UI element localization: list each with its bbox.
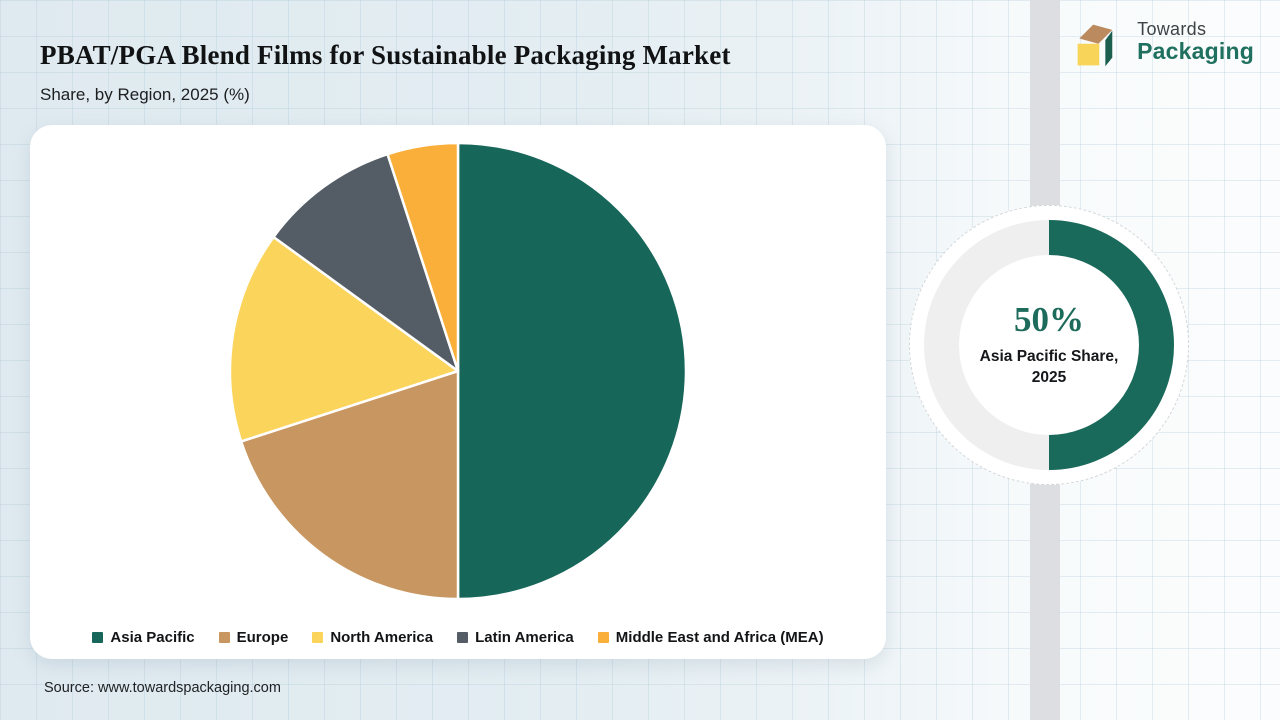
source-note: Source: www.towardspackaging.com (44, 680, 281, 696)
donut-value: 50% (1014, 300, 1084, 340)
box-3d-icon (1077, 24, 1113, 67)
chart-legend: Asia Pacific Europe North America Latin Ame… (30, 629, 886, 646)
donut-center-label: 50% Asia Pacific Share, 2025 (962, 301, 1137, 389)
brand-name-line2: Packaging (1137, 38, 1254, 65)
legend-item-middle-east-and-africa-mea: Middle East and Africa (MEA) (597, 629, 824, 646)
legend-label: North America (330, 629, 434, 646)
donut-caption: Asia Pacific Share, 2025 (962, 346, 1137, 389)
legend-swatch (457, 632, 469, 643)
legend-swatch (218, 632, 230, 643)
legend-label: Latin America (475, 629, 574, 646)
legend-swatch (312, 632, 324, 643)
legend-label: Asia Pacific (110, 629, 195, 646)
brand-name-line1: Towards (1137, 19, 1207, 40)
pie-slice-asia-pacific (456, 141, 688, 601)
pie-slice-latin-america (272, 152, 460, 373)
donut-widget: 50% Asia Pacific Share, 2025 (909, 205, 1189, 485)
pie-chart (228, 141, 688, 601)
donut-caption-line2: 2025 (1031, 369, 1067, 387)
brand-name: Towards Packaging (1137, 20, 1254, 63)
brand-logo: Towards Packaging (1075, 16, 1254, 68)
legend-item-latin-america: Latin America (457, 629, 574, 646)
header: PBAT/PGA Blend Films for Sustainable Pac… (40, 40, 731, 105)
page-subtitle: Share, by Region, 2025 (%) (40, 85, 250, 104)
legend-item-asia-pacific: Asia Pacific (92, 629, 195, 646)
page-title: PBAT/PGA Blend Films for Sustainable Pac… (40, 40, 731, 70)
pie-slice-north-america (228, 235, 460, 443)
donut-progress-arc (1048, 220, 1174, 470)
legend-swatch (597, 632, 609, 643)
pie-slice-middle-east-and-africa-mea (386, 141, 460, 373)
legend-label: Middle East and Africa (MEA) (615, 629, 824, 646)
legend-label: Europe (236, 629, 289, 646)
legend-swatch (92, 632, 104, 643)
chart-card: Asia Pacific Europe North America Latin Ame… (30, 125, 886, 659)
donut-caption-line1: Asia Pacific Share, (979, 347, 1119, 365)
pie-slice-europe (239, 369, 460, 601)
legend-item-north-america: North America (312, 629, 433, 646)
donut-ring (924, 220, 1174, 470)
legend-item-europe: Europe (218, 629, 289, 646)
